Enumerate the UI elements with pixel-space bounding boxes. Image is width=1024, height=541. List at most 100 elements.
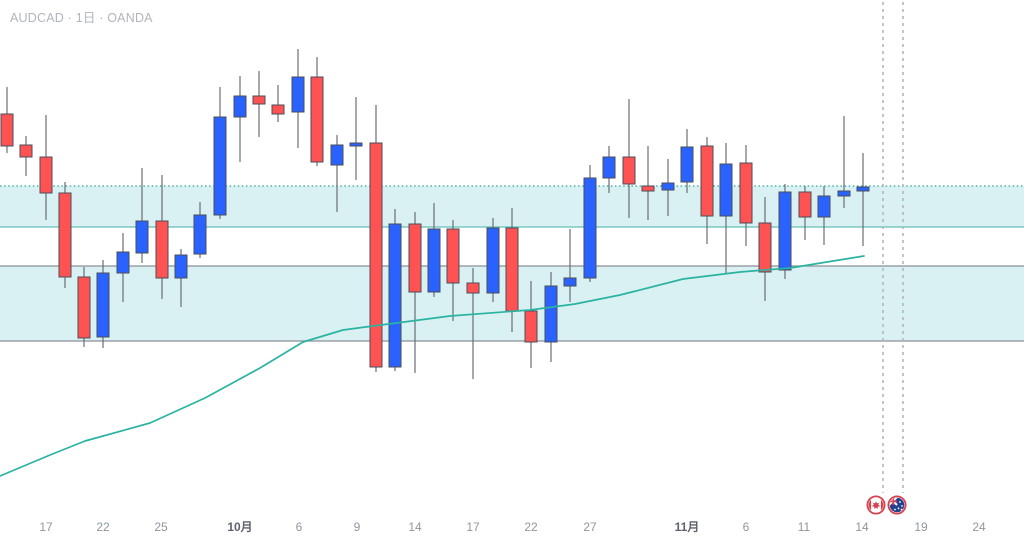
candle-body-up: [291, 76, 305, 113]
x-axis-day-label: 25: [154, 520, 168, 534]
candle[interactable]: [369, 105, 383, 372]
candle[interactable]: [524, 281, 538, 368]
candle-body-up: [563, 277, 577, 287]
symbol-title[interactable]: AUDCAD · 1日 · OANDA: [10, 11, 153, 25]
candle[interactable]: [388, 209, 402, 371]
x-axis-day-label: 24: [972, 520, 986, 534]
candle[interactable]: [135, 168, 149, 263]
candle[interactable]: [602, 146, 616, 193]
candle[interactable]: [661, 159, 675, 216]
candle[interactable]: [583, 165, 597, 282]
candle[interactable]: [856, 153, 870, 246]
candle-body-up: [856, 186, 870, 192]
x-axis-day-label: 22: [524, 520, 538, 534]
candle[interactable]: [116, 233, 130, 302]
x-axis-day-label: 17: [466, 520, 480, 534]
candle-body-up: [661, 182, 675, 191]
candle-body-up: [213, 116, 227, 216]
candle-body-down: [369, 142, 383, 368]
candle-body-up: [135, 220, 149, 254]
candle-body-down: [466, 282, 480, 294]
candle[interactable]: [798, 186, 812, 240]
candle-body-down: [77, 276, 91, 339]
candle-body-down: [446, 228, 460, 284]
candle[interactable]: [739, 145, 753, 246]
candle[interactable]: [291, 49, 305, 148]
candle-body-up: [583, 177, 597, 279]
candle[interactable]: [758, 197, 772, 301]
candle[interactable]: [466, 268, 480, 379]
x-axis-day-label: 9: [354, 520, 361, 534]
candle[interactable]: [77, 267, 91, 347]
candle-body-down: [19, 144, 33, 158]
x-axis-day-label: 19: [914, 520, 928, 534]
candle[interactable]: [563, 229, 577, 302]
candle[interactable]: [330, 135, 344, 212]
event-flag-canada-icon[interactable]: [866, 495, 886, 515]
candle[interactable]: [233, 76, 247, 162]
candle[interactable]: [700, 137, 714, 244]
candle-body-down: [622, 156, 636, 185]
canada-flag-ring: [866, 495, 886, 515]
candle-body-down: [271, 104, 285, 115]
candle-body-up: [719, 163, 733, 217]
candle[interactable]: [349, 97, 363, 180]
moving-average-line[interactable]: [0, 255, 865, 477]
candle[interactable]: [96, 260, 110, 348]
x-axis-month-label: 11月: [675, 520, 700, 534]
candle[interactable]: [719, 143, 733, 273]
candle[interactable]: [408, 212, 422, 373]
event-flag-australia-icon[interactable]: [887, 495, 907, 515]
candle-body-up: [544, 285, 558, 343]
australia-flag-ring: [887, 495, 907, 515]
x-axis-day-label: 14: [408, 520, 422, 534]
candle[interactable]: [641, 146, 655, 220]
x-axis-month-label: 10月: [227, 520, 252, 534]
candle-body-up: [680, 146, 694, 183]
candle-body-down: [641, 185, 655, 192]
candle-body-up: [486, 227, 500, 294]
candle-body-down: [252, 95, 266, 105]
candle[interactable]: [0, 87, 14, 153]
candle-body-down: [0, 113, 14, 147]
candle-body-up: [427, 228, 441, 293]
x-axis-day-label: 14: [855, 520, 869, 534]
candle[interactable]: [58, 182, 72, 288]
candle[interactable]: [427, 203, 441, 297]
candle-body-up: [116, 251, 130, 274]
candle-body-up: [193, 214, 207, 255]
candle[interactable]: [622, 99, 636, 218]
candle[interactable]: [155, 175, 169, 299]
x-axis-day-label: 27: [583, 520, 597, 534]
candle-body-up: [233, 95, 247, 118]
candle-body-up: [778, 191, 792, 271]
candle[interactable]: [174, 249, 188, 307]
candle[interactable]: [252, 71, 266, 137]
candle[interactable]: [680, 129, 694, 193]
candle[interactable]: [271, 85, 285, 122]
candle[interactable]: [310, 57, 324, 166]
candle-body-down: [700, 145, 714, 217]
candle[interactable]: [446, 220, 460, 321]
candle[interactable]: [817, 186, 831, 245]
candle[interactable]: [193, 202, 207, 258]
candle[interactable]: [19, 136, 33, 176]
x-axis-day-label: 11: [798, 520, 811, 534]
candle-body-up: [817, 195, 831, 218]
candle-body-up: [330, 144, 344, 166]
candle-body-up: [96, 272, 110, 338]
candle[interactable]: [544, 272, 558, 362]
candle-body-up: [174, 254, 188, 279]
candle[interactable]: [213, 87, 227, 219]
candle-body-up: [602, 156, 616, 179]
candle[interactable]: [778, 184, 792, 279]
candle-body-up: [388, 223, 402, 368]
candle[interactable]: [39, 115, 53, 220]
candle[interactable]: [837, 116, 851, 208]
candle-body-up: [349, 142, 363, 147]
candle-body-down: [58, 192, 72, 278]
candle[interactable]: [486, 218, 500, 302]
x-axis-day-label: 6: [296, 520, 303, 534]
